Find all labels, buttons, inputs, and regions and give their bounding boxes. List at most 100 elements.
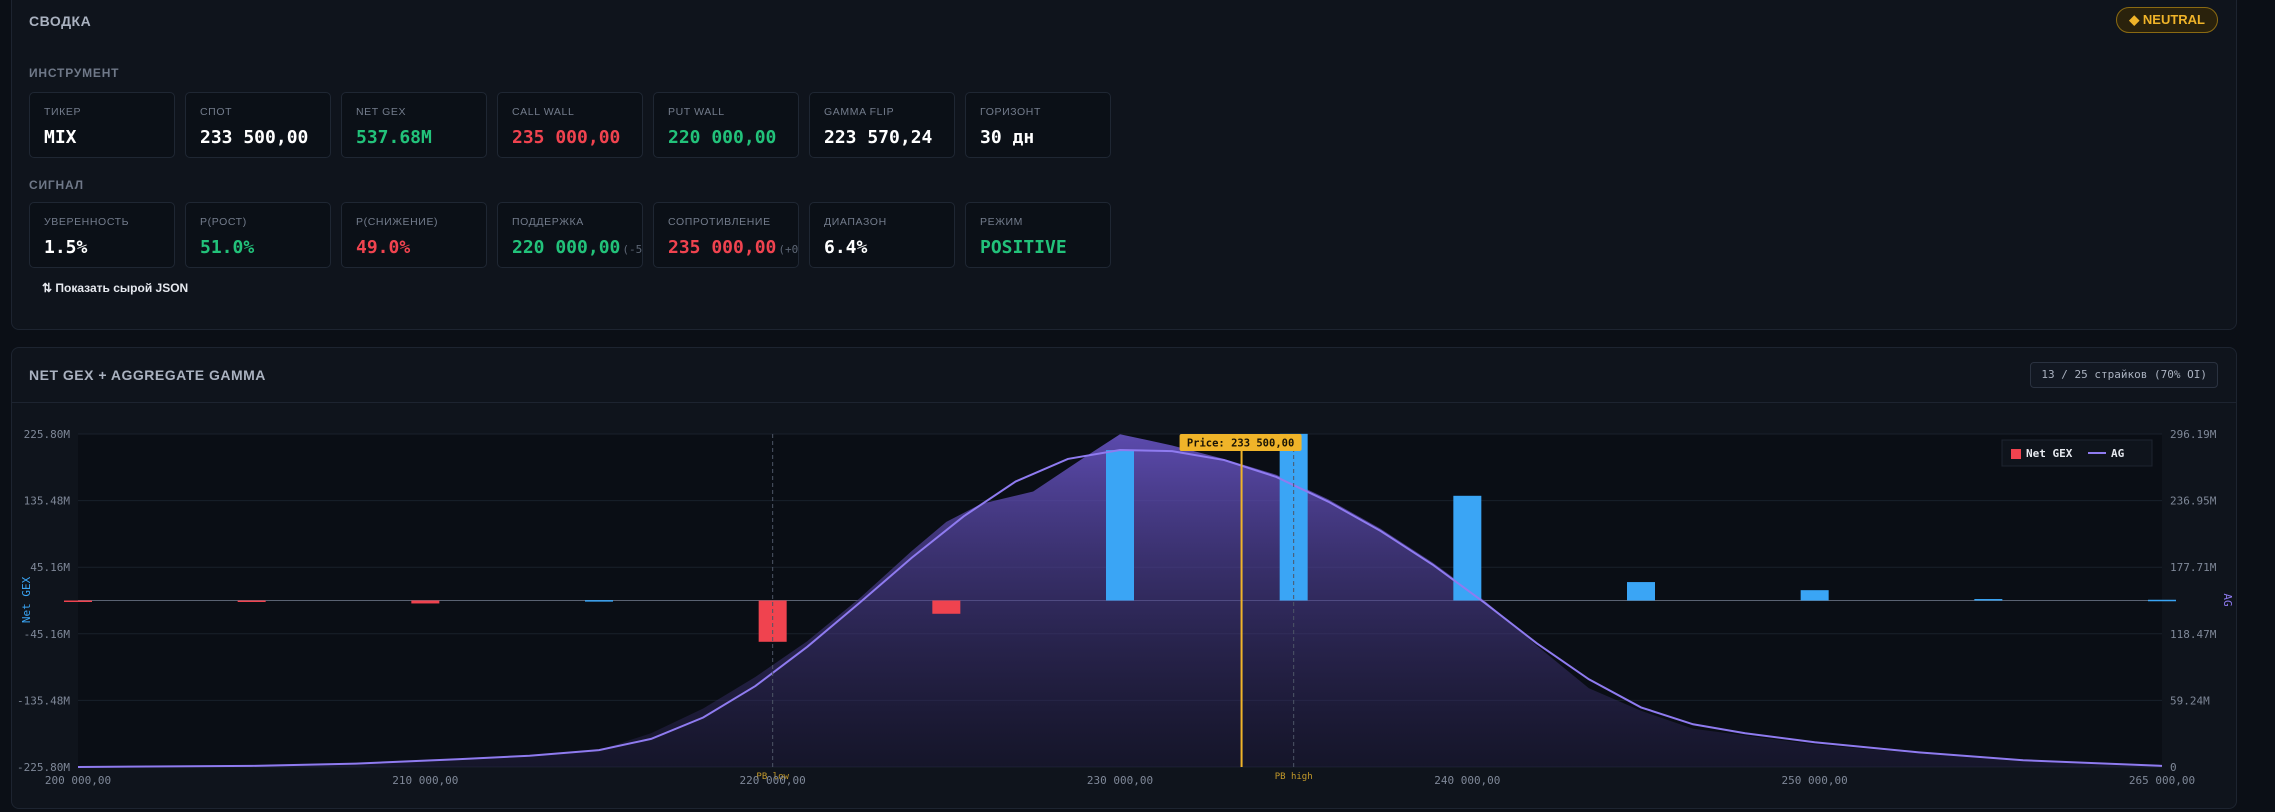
- signal-card: P(РОСТ) 51.0%: [185, 202, 331, 268]
- instrument-card-label: PUT WALL: [668, 106, 725, 118]
- y-left-tick: 225.80M: [24, 428, 71, 441]
- instrument-card-label: СПОТ: [200, 106, 233, 118]
- signal-card: РЕЖИМ POSITIVE: [965, 202, 1111, 268]
- instrument-card-label: CALL WALL: [512, 106, 575, 118]
- y-right-title: AG: [2221, 593, 2234, 606]
- x-tick: 265 000,00: [2129, 774, 2195, 787]
- net-gex-bar: [1106, 450, 1134, 601]
- instrument-card-label: ТИКЕР: [44, 106, 82, 118]
- signal-card-value: 49.0%: [356, 237, 411, 258]
- y-left-tick: 135.48M: [24, 495, 71, 508]
- y-right-tick: 59.24M: [2170, 694, 2210, 707]
- signal-card-label: ДИАПАЗОН: [824, 216, 887, 228]
- net-gex-bar: [1453, 495, 1482, 601]
- chart-title: NET GEX + AGGREGATE GAMMA: [29, 367, 266, 383]
- net-gex-bar: [237, 600, 266, 602]
- y-right-tick: 0: [2170, 761, 2177, 774]
- signal-card-label: P(РОСТ): [200, 216, 247, 228]
- x-tick: 230 000,00: [1087, 774, 1153, 787]
- ag-line: [77, 448, 2163, 768]
- price-label: Price: 233 500,00: [1187, 438, 1294, 450]
- x-tick: 200 000,00: [45, 774, 111, 787]
- signal-card-label: РЕЖИМ: [980, 216, 1023, 228]
- y-right-tick: 118.47M: [2170, 628, 2217, 641]
- instrument-card-value: 233 500,00: [200, 127, 309, 148]
- summary-title: СВОДКА: [29, 13, 92, 29]
- instrument-card-value: 223 570,24: [824, 127, 933, 148]
- instrument-card: GAMMA FLIP 223 570,24: [809, 92, 955, 158]
- signal-card-value: 220 000,00(-5.8%): [512, 237, 643, 258]
- signal-card-value: 1.5%: [44, 237, 88, 258]
- show-raw-json-button[interactable]: ⇅ Показать сырой JSON: [42, 281, 189, 295]
- y-right-tick: 296.19M: [2170, 428, 2217, 441]
- legend-net-gex-swatch: [2011, 449, 2021, 459]
- signal-card-value: 51.0%: [200, 237, 255, 258]
- signal-card-sub: (+0.6%): [778, 243, 799, 256]
- signal-card-value: POSITIVE: [980, 237, 1067, 258]
- instrument-card: СПОТ 233 500,00: [185, 92, 331, 158]
- y-right-tick: 236.95M: [2170, 495, 2217, 508]
- net-gex-bar: [411, 600, 440, 604]
- instrument-card-label: ГОРИЗОНТ: [980, 106, 1042, 118]
- instrument-card-value: 30 дн: [980, 127, 1035, 148]
- signal-card: УВЕРЕННОСТЬ 1.5%: [29, 202, 175, 268]
- instrument-card-label: GAMMA FLIP: [824, 106, 895, 118]
- gex-chart[interactable]: PB low PB high Price: 233 500,00 225.80M 135…: [12, 348, 2236, 808]
- instrument-card-value: 220 000,00: [668, 127, 777, 148]
- net-gex-bar: [932, 600, 961, 614]
- net-gex-bar: [1279, 433, 1308, 601]
- signal-card-label: СОПРОТИВЛЕНИЕ: [668, 216, 771, 228]
- strikes-badge: 13 / 25 страйков (70% OI): [2030, 362, 2218, 388]
- legend-ag-label: AG: [2111, 447, 2125, 460]
- x-tick: 240 000,00: [1434, 774, 1500, 787]
- chart-panel: NET GEX + AGGREGATE GAMMA 13 / 25 страйк…: [11, 347, 2237, 809]
- x-tick: 210 000,00: [392, 774, 458, 787]
- signal-card-label: УВЕРЕННОСТЬ: [44, 216, 130, 228]
- instrument-card-value: 537.68M: [356, 127, 432, 148]
- y-left-tick: 45.16M: [30, 561, 70, 574]
- instrument-card: PUT WALL 220 000,00: [653, 92, 799, 158]
- neutral-badge: ◆ NEUTRAL: [2116, 7, 2218, 33]
- instrument-section-label: ИНСТРУМЕНТ: [29, 66, 120, 80]
- signal-cards: УВЕРЕННОСТЬ 1.5% P(РОСТ) 51.0% P(СНИЖЕНИЕ) 49…: [29, 202, 1111, 268]
- y-right-tick: 177.71M: [2170, 561, 2217, 574]
- signal-card: ПОДДЕРЖКА 220 000,00(-5.8%): [497, 202, 643, 268]
- instrument-card-label: NET GEX: [356, 106, 407, 118]
- pb-high-label: PB high: [1275, 772, 1313, 782]
- signal-card: СОПРОТИВЛЕНИЕ 235 000,00(+0.6%): [653, 202, 799, 268]
- signal-section-label: СИГНАЛ: [29, 178, 84, 192]
- signal-card-sub: (-5.8%): [622, 243, 643, 256]
- instrument-card-value: 235 000,00: [512, 127, 621, 148]
- signal-card-label: P(СНИЖЕНИЕ): [356, 216, 439, 228]
- x-tick: 250 000,00: [1782, 774, 1848, 787]
- legend-box: [2001, 439, 2153, 467]
- net-gex-bar: [2148, 599, 2176, 602]
- signal-card-value: 235 000,00(+0.6%): [668, 237, 799, 258]
- instrument-card: ГОРИЗОНТ 30 дн: [965, 92, 1111, 158]
- y-left-tick: -225.80M: [17, 761, 70, 774]
- y-left-title: Net GEX: [20, 576, 33, 623]
- pb-low-label: PB low: [756, 772, 789, 782]
- signal-card: P(СНИЖЕНИЕ) 49.0%: [341, 202, 487, 268]
- chart-header-divider: [12, 402, 2236, 403]
- net-gex-bar: [585, 600, 613, 602]
- summary-panel: СВОДКА ◆ NEUTRAL ИНСТРУМЕНТ ТИКЕР MIX СПОТ…: [11, 0, 2237, 330]
- signal-card: ДИАПАЗОН 6.4%: [809, 202, 955, 268]
- net-gex-bar: [1800, 590, 1829, 601]
- signal-card-label: ПОДДЕРЖКА: [512, 216, 584, 228]
- instrument-card: ТИКЕР MIX: [29, 92, 175, 158]
- instrument-card: CALL WALL 235 000,00: [497, 92, 643, 158]
- instrument-card: NET GEX 537.68M: [341, 92, 487, 158]
- net-gex-bar: [64, 600, 92, 602]
- signal-card-value: 6.4%: [824, 237, 868, 258]
- instrument-cards: ТИКЕР MIX СПОТ 233 500,00 NET GEX 537.68M CALL…: [29, 92, 1111, 158]
- net-gex-bar: [1974, 599, 2003, 601]
- y-left-tick: -135.48M: [17, 694, 70, 707]
- price-label-box: [1179, 434, 1302, 451]
- instrument-card-value: MIX: [44, 127, 77, 148]
- ag-area: [78, 434, 2162, 767]
- x-tick: 220 000,00: [740, 774, 806, 787]
- y-left-tick: -45.16M: [24, 628, 71, 641]
- net-gex-bar: [758, 600, 787, 642]
- legend-net-gex-label: Net GEX: [2026, 447, 2073, 460]
